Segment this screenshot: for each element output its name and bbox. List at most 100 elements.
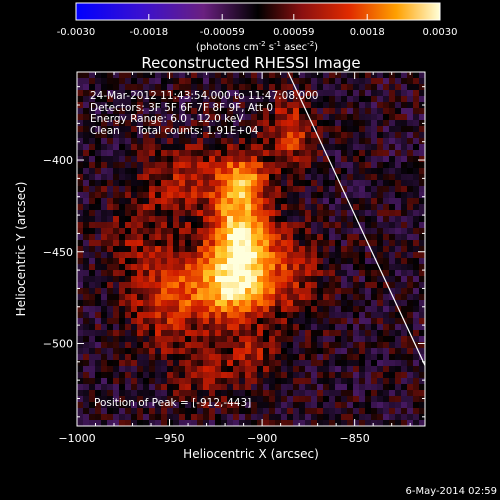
heatmap-cell [125,84,132,91]
heatmap-cell [215,354,222,361]
heatmap-cell [179,228,186,235]
heatmap-cell [371,282,378,289]
heatmap-cell [335,324,342,331]
heatmap-cell [245,342,252,349]
heatmap-cell [185,216,192,223]
heatmap-cell [155,162,162,169]
heatmap-cell [173,114,180,121]
heatmap-cell [83,132,90,139]
heatmap-cell [95,222,102,229]
heatmap-cell [167,360,174,367]
heatmap-cell [371,354,378,361]
heatmap-cell [413,192,420,199]
heatmap-cell [317,186,324,193]
heatmap-cell [125,402,132,409]
heatmap-cell [269,312,276,319]
heatmap-cell [401,228,408,235]
heatmap-cell [365,348,372,355]
heatmap-cell [227,120,234,127]
heatmap-cell [77,360,84,367]
heatmap-cell [293,162,300,169]
heatmap-cell [317,300,324,307]
heatmap-cell [395,126,402,133]
heatmap-cell [305,222,312,229]
heatmap-cell [389,282,396,289]
heatmap-cell [89,396,96,403]
heatmap-cell [125,198,132,205]
heatmap-cell [101,174,108,181]
heatmap-cell [149,198,156,205]
heatmap-cell [239,240,246,247]
heatmap-cell [359,264,366,271]
heatmap-cell [143,132,150,139]
heatmap-cell [383,288,390,295]
heatmap-cell [371,108,378,115]
heatmap-cell [95,246,102,253]
heatmap-cell [395,282,402,289]
heatmap-cell [323,300,330,307]
heatmap-cell [329,174,336,181]
heatmap-cell [293,126,300,133]
heatmap-cell [335,132,342,139]
heatmap-cell [401,90,408,97]
heatmap-cell [119,204,126,211]
heatmap-cell [389,120,396,127]
heatmap-cell [137,222,144,229]
heatmap-cell [323,294,330,301]
heatmap-cell [89,276,96,283]
heatmap-cell [161,228,168,235]
heatmap-cell [341,252,348,259]
heatmap-cell [359,312,366,319]
heatmap-cell [89,216,96,223]
heatmap-cell [401,210,408,217]
heatmap-cell [293,372,300,379]
heatmap-cell [95,396,102,403]
heatmap-cell [299,246,306,253]
heatmap-cell [119,288,126,295]
heatmap-cell [317,168,324,175]
heatmap-cell [197,390,204,397]
heatmap-cell [119,336,126,343]
heatmap-cell [203,198,210,205]
heatmap-cell [179,96,186,103]
heatmap-cell [137,414,144,421]
heatmap-cell [185,264,192,271]
heatmap-cell [89,198,96,205]
heatmap-cell [245,204,252,211]
heatmap-cell [257,312,264,319]
heatmap-cell [89,402,96,409]
heatmap-cell [215,348,222,355]
heatmap-cell [299,420,306,426]
heatmap-cell [197,360,204,367]
heatmap-cell [179,396,186,403]
heatmap-cell [365,378,372,385]
heatmap-cell [377,258,384,265]
heatmap-cell [329,192,336,199]
heatmap-cell [101,390,108,397]
heatmap-cell [203,324,210,331]
heatmap-cell [311,360,318,367]
heatmap-cell [227,228,234,235]
heatmap-cell [263,288,270,295]
heatmap-cell [251,342,258,349]
heatmap-cell [173,336,180,343]
heatmap-cell [401,252,408,259]
heatmap-cell [131,402,138,409]
heatmap-cell [101,240,108,247]
heatmap-cell [263,408,270,415]
heatmap-cell [119,264,126,271]
heatmap-cell [401,294,408,301]
heatmap-cell [359,306,366,313]
heatmap-cell [125,372,132,379]
heatmap-cell [161,180,168,187]
heatmap-cell [269,186,276,193]
heatmap-cell [311,396,318,403]
heatmap-cell [329,102,336,109]
heatmap-cell [275,72,282,79]
heatmap-cell [239,348,246,355]
heatmap-cell [389,312,396,319]
heatmap-cell [329,270,336,277]
heatmap-cell [143,360,150,367]
heatmap-cell [203,126,210,133]
heatmap-cell [407,168,414,175]
